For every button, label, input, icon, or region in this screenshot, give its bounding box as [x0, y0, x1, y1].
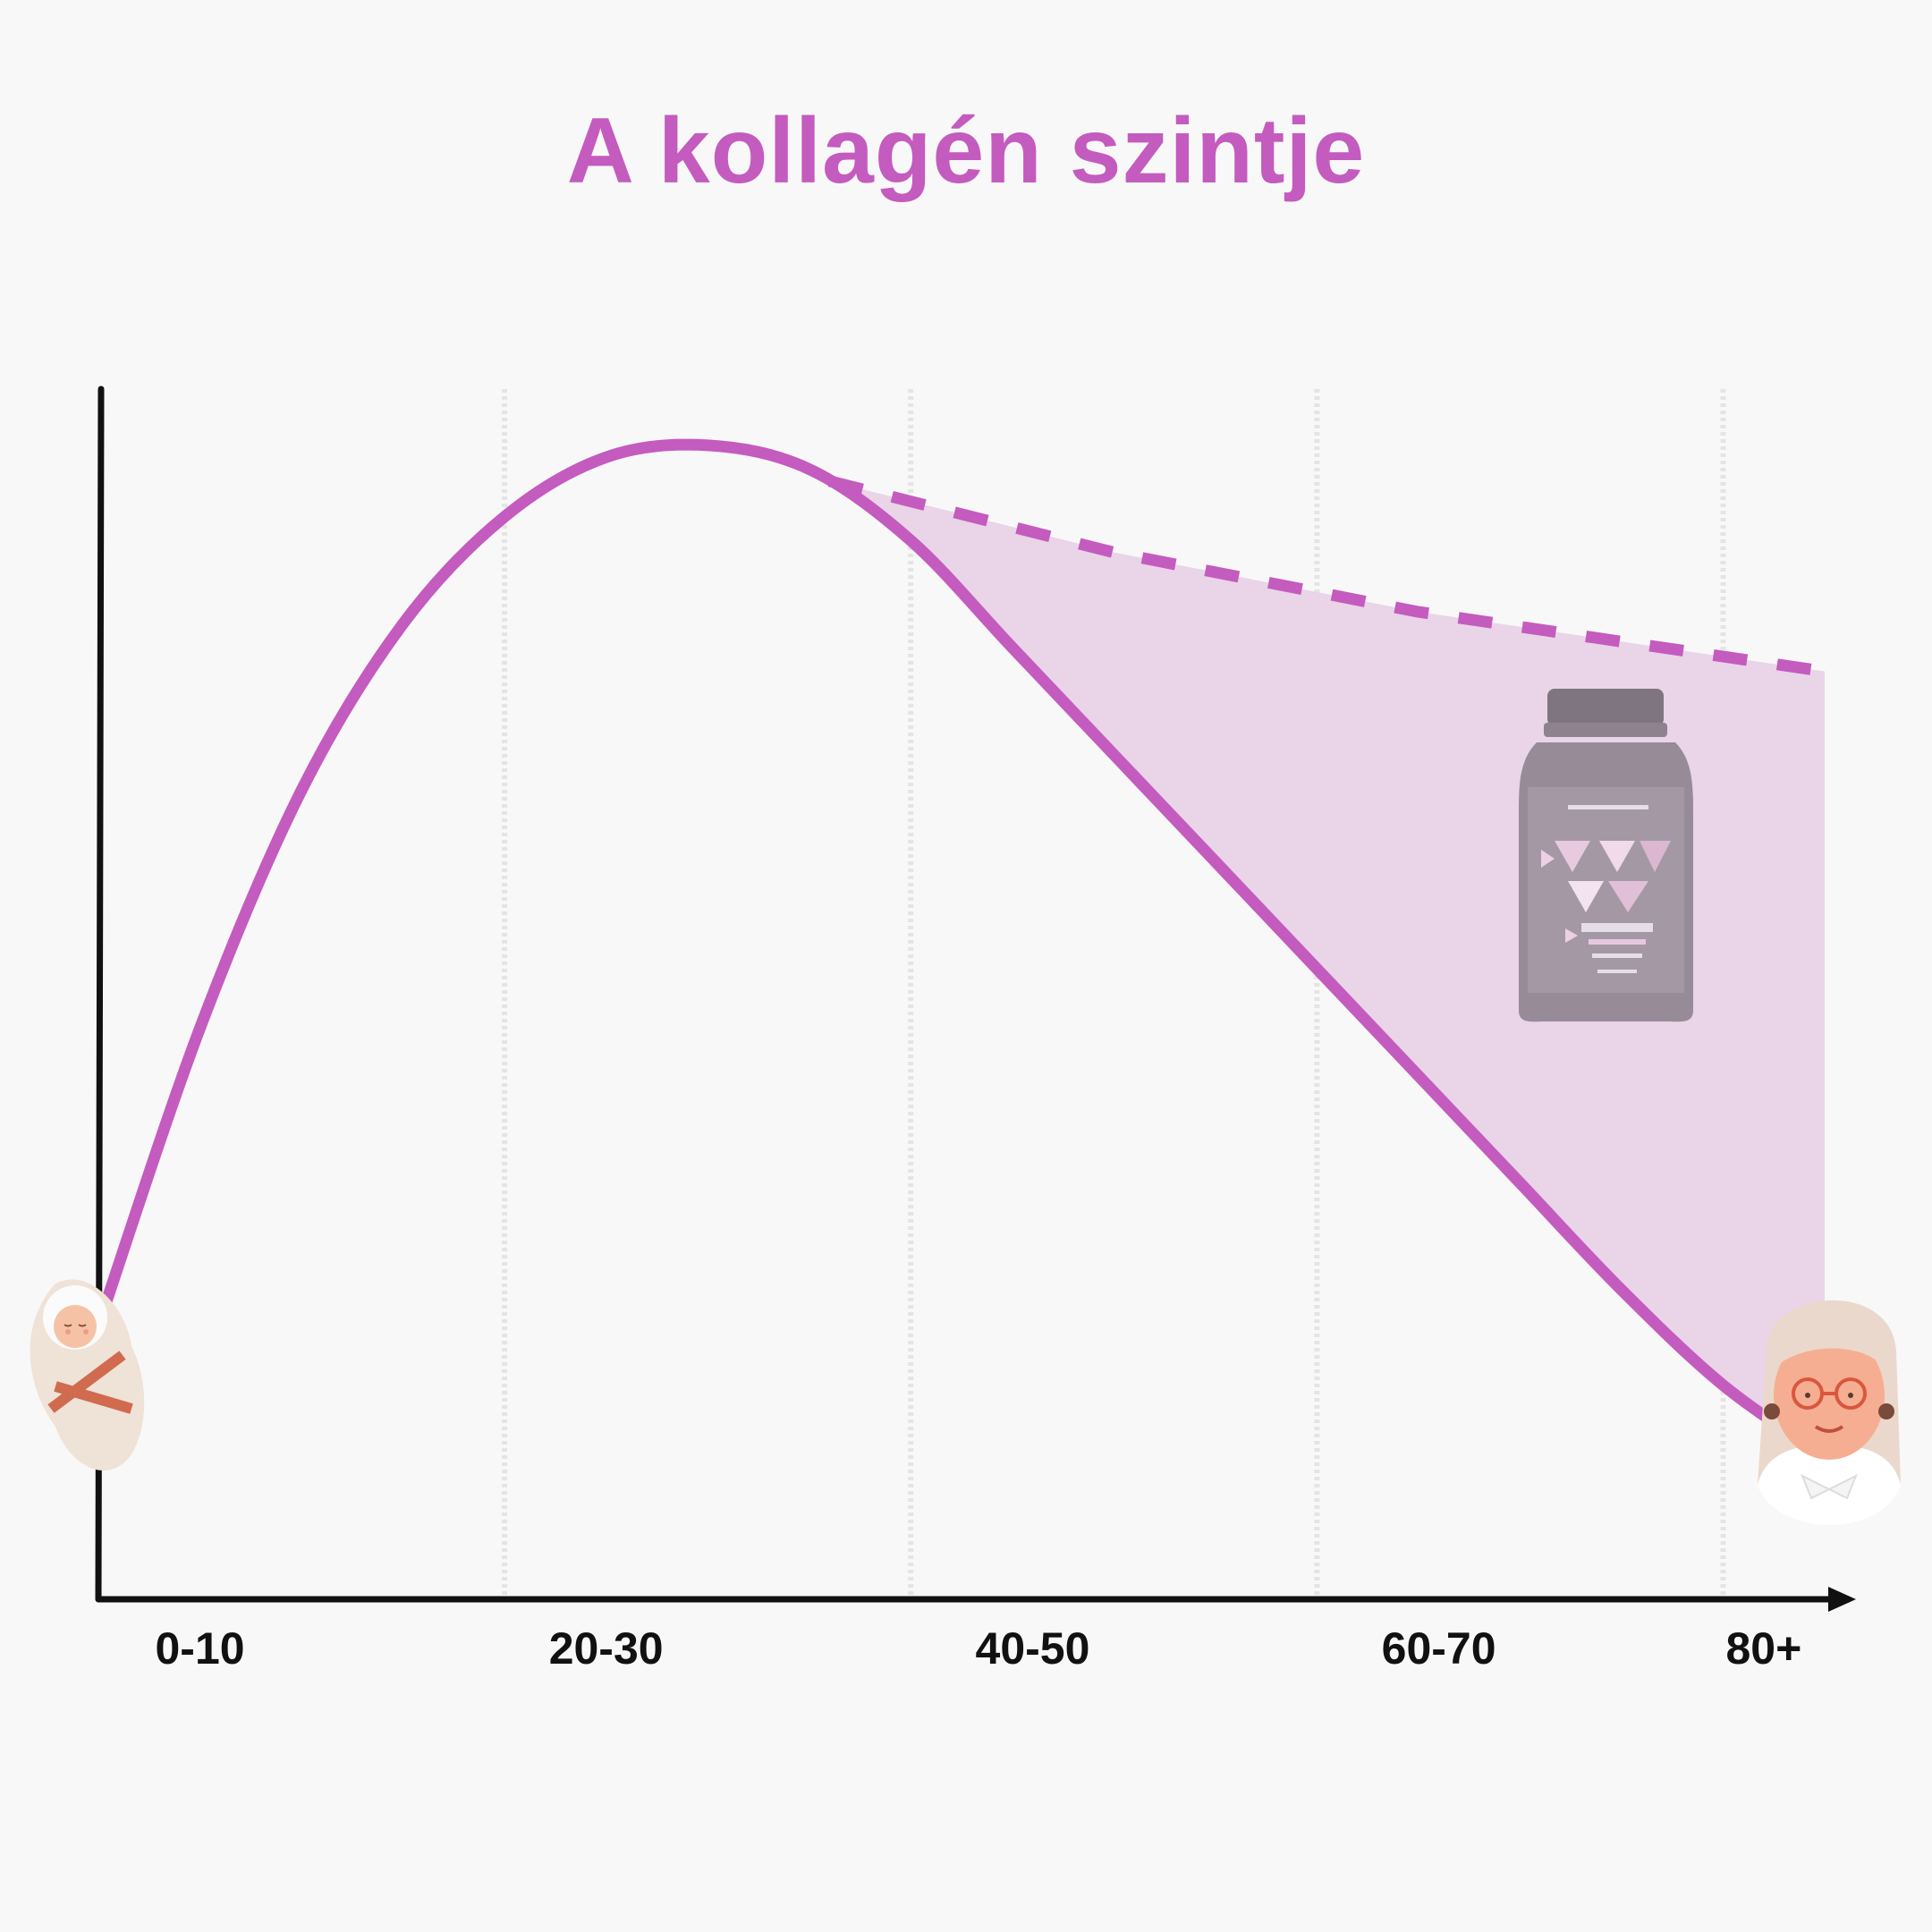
- x-tick-label: 20-30: [549, 1623, 664, 1674]
- x-tick-label: 60-70: [1382, 1623, 1496, 1674]
- collagen-curve-line: [92, 438, 1831, 1462]
- x-axis-arrow-icon: [1828, 1587, 1856, 1612]
- collagen-jar-icon: [1519, 689, 1693, 1022]
- grandma-icon: [1758, 1300, 1901, 1525]
- x-tick-label: 0-10: [155, 1623, 244, 1674]
- x-tick-label: 40-50: [976, 1623, 1090, 1674]
- supplemented-collagen-line: [827, 475, 1826, 678]
- x-tick-labels: 0-10 20-30 40-50 60-70 80+: [155, 1623, 1801, 1674]
- x-tick-label: 80+: [1725, 1623, 1801, 1674]
- chart-title: A kollagén szintje: [566, 99, 1366, 203]
- baby-icon: [30, 1279, 145, 1470]
